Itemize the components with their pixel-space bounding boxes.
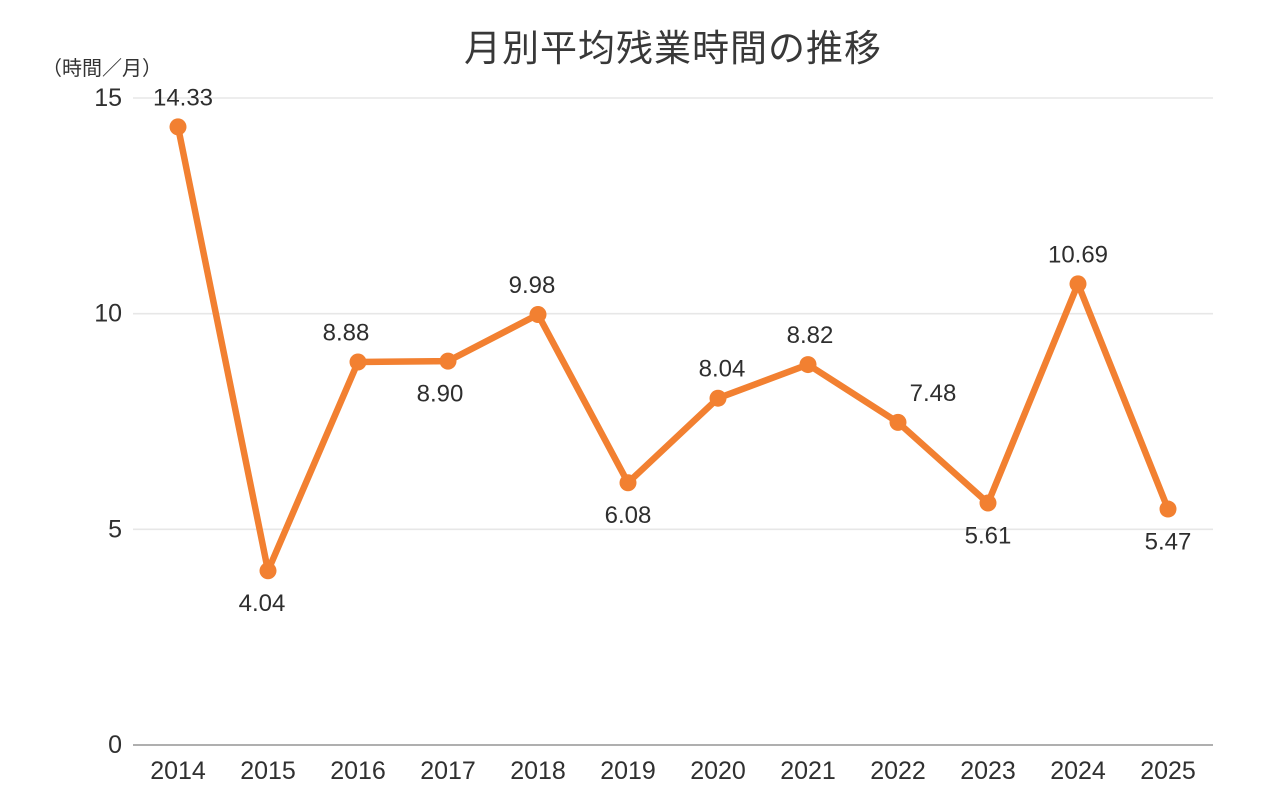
data-point [1069,275,1087,293]
data-point [709,389,727,407]
data-label: 7.48 [910,380,957,407]
data-label: 8.04 [699,356,746,383]
x-tick-label: 2014 [150,757,206,785]
data-label: 5.61 [965,523,1012,550]
x-tick-label: 2015 [240,757,296,785]
x-tick-label: 2017 [420,757,476,785]
x-tick-label: 2020 [690,757,746,785]
data-point [439,352,457,370]
x-tick-label: 2018 [510,757,566,785]
y-tick-label: 15 [94,84,122,112]
x-tick-label: 2019 [600,757,656,785]
data-point [799,356,817,374]
data-label: 4.04 [239,590,286,617]
data-point [619,474,637,492]
data-label: 8.82 [787,322,834,349]
data-point [259,562,277,580]
data-point [349,353,367,371]
chart-title: 月別平均残業時間の推移 [464,28,882,69]
data-point [169,118,187,136]
data-point [889,413,907,431]
data-point [979,494,997,512]
data-label: 5.47 [1145,529,1192,556]
data-point [1159,500,1177,518]
data-label: 8.88 [323,319,370,346]
x-tick-label: 2024 [1050,757,1106,785]
y-tick-label: 10 [94,300,122,328]
x-tick-label: 2023 [960,757,1016,785]
x-tick-label: 2025 [1140,757,1196,785]
x-tick-label: 2016 [330,757,386,785]
data-label: 10.69 [1048,241,1108,268]
data-label: 8.90 [417,381,464,408]
y-tick-label: 0 [108,731,122,759]
data-label: 14.33 [153,84,213,111]
y-tick-label: 5 [108,515,122,543]
data-label: 6.08 [605,502,652,529]
data-label: 9.98 [509,272,556,299]
trend-line [174,123,1172,574]
data-point [529,306,547,324]
x-tick-label: 2021 [780,757,836,785]
x-tick-label: 2022 [870,757,926,785]
y-axis-unit-label: （時間／月） [42,58,162,80]
